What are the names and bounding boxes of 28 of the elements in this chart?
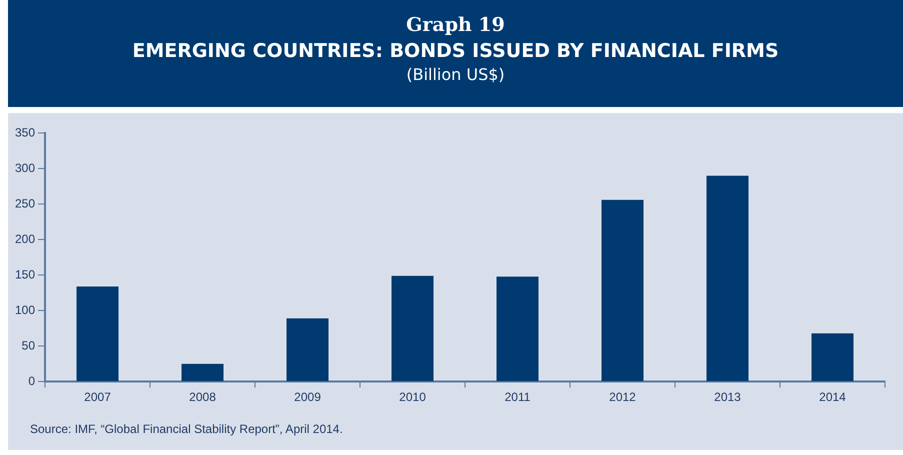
bar <box>706 176 749 382</box>
x-tick-label: 2013 <box>714 390 742 404</box>
y-tick-label: 200 <box>14 232 36 246</box>
bar <box>286 318 329 382</box>
y-tick-label: 300 <box>14 161 36 175</box>
y-tick-label: 250 <box>14 196 36 210</box>
y-tick-label: 350 <box>14 126 36 140</box>
bar <box>182 364 224 382</box>
y-tick-label: 100 <box>14 302 36 317</box>
source-note: Source: IMF, “Global Financial Stability Report”, April 2014. <box>30 422 343 436</box>
y-tick-label: 0 <box>28 374 36 388</box>
y-tick-label: 50 <box>22 338 36 352</box>
x-tick-label: 2012 <box>609 390 636 404</box>
x-tick-label: 2007 <box>84 390 112 404</box>
bar <box>602 200 644 382</box>
chart-subtitle: EMERGING COUNTRIES: BONDS ISSUED BY FINANCIAL FIRMS <box>131 40 780 62</box>
x-tick-label: 2011 <box>504 390 531 404</box>
y-tick-label: 150 <box>14 267 36 282</box>
bar <box>392 276 434 382</box>
chart-title: Graph 19 <box>405 14 506 36</box>
bar <box>76 286 119 382</box>
y-axis-title: (Billion US$) <box>405 65 506 84</box>
bar <box>812 333 854 382</box>
x-tick-label: 2014 <box>819 390 846 404</box>
x-tick-label: 2009 <box>294 390 322 404</box>
bar <box>496 276 539 382</box>
x-tick-label: 2010 <box>399 390 426 404</box>
x-tick-label: 2008 <box>189 390 216 404</box>
